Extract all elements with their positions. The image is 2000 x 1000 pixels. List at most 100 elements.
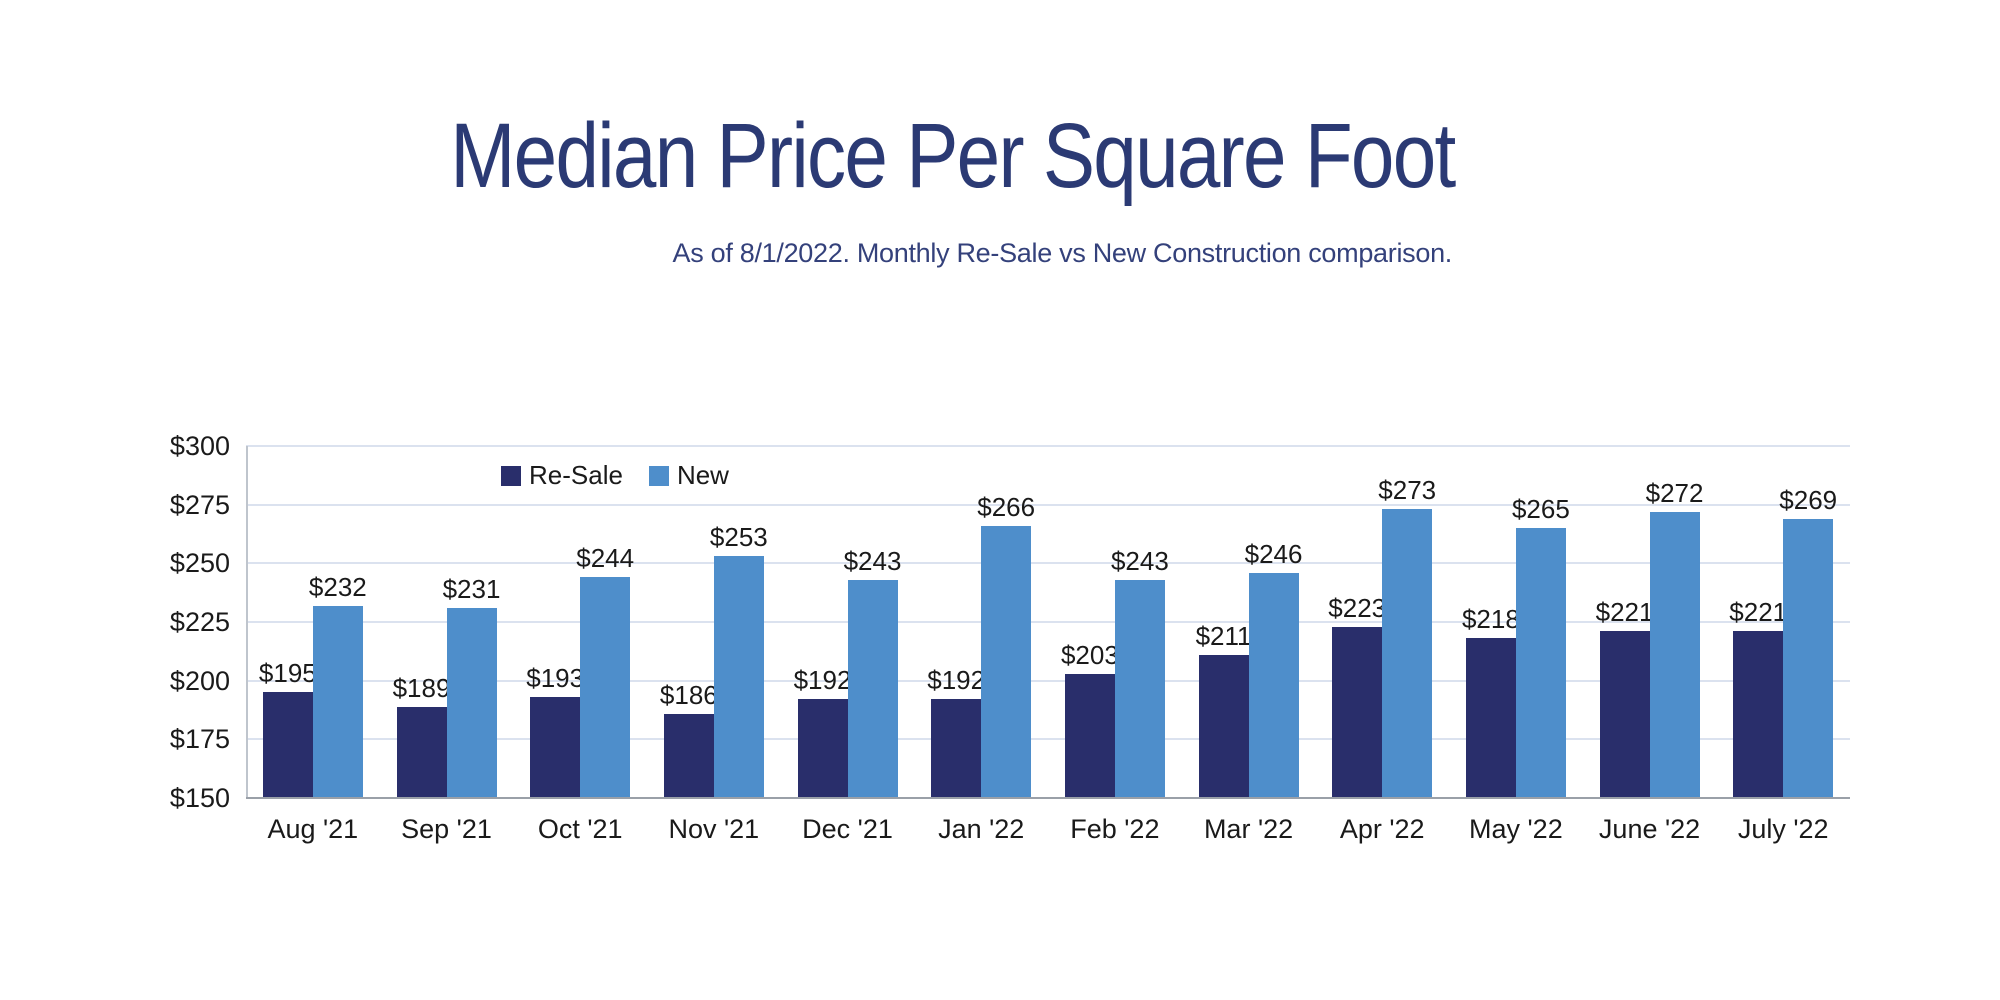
bar-new: $231 [443, 574, 500, 798]
bar-value-label: $218 [1461, 604, 1520, 635]
x-axis-category-label: Oct '21 [537, 814, 623, 844]
bar-value-label: $253 [709, 522, 768, 553]
bar-re-sale: $203 [1061, 640, 1119, 798]
bar-group: $221 $272 June '22 [1583, 446, 1717, 844]
bar-re-sale: $189 [393, 673, 450, 798]
bar-new: $243 [844, 546, 901, 798]
legend-item-new: New [648, 460, 729, 491]
bar-new: $244 [576, 543, 634, 798]
x-axis-category-label: June '22 [1598, 814, 1701, 844]
bar-value-label: $193 [526, 663, 585, 694]
bar-new: $232 [309, 572, 367, 798]
bar-value-label: $195 [258, 658, 317, 689]
y-axis-tick-label: $225 [169, 607, 230, 637]
bar-new: $272 [1646, 478, 1703, 798]
bar-value-label: $221 [1729, 597, 1788, 628]
x-axis-category-label: Nov '21 [668, 814, 760, 844]
bar-re-sale: $221 [1596, 597, 1653, 798]
bar-value-label: $223 [1328, 592, 1387, 623]
x-axis-category-label: Mar '22 [1203, 814, 1294, 844]
y-axis-tick-label: $175 [169, 724, 230, 755]
bar-new: $253 [710, 522, 768, 798]
bar-group: $218 $265 May '22 [1449, 446, 1583, 844]
bar-group: $221 $269 July '22 [1716, 446, 1850, 844]
bar-value-label: $243 [843, 545, 902, 576]
bar-group: $193 $244 Oct '21 [513, 446, 647, 844]
x-axis-category-label: Apr '22 [1339, 814, 1425, 844]
bar-value-label: $221 [1595, 597, 1654, 628]
bar-new: $243 [1111, 546, 1169, 798]
x-axis-baseline [246, 797, 1850, 799]
resale-legend-label: Re-Sale [529, 460, 623, 490]
bar-value-label: $266 [977, 491, 1036, 522]
bar-re-sale: $192 [794, 665, 851, 798]
bar-value-label: $189 [392, 672, 451, 703]
bar-group: $195 $232 Aug '21 [246, 446, 380, 844]
bar-value-label: $231 [442, 573, 501, 604]
x-axis-category-label: July '22 [1737, 814, 1829, 844]
new-legend-label: New [676, 460, 729, 490]
bar-new: $266 [977, 492, 1035, 798]
gridline [246, 679, 1850, 682]
bar-value-label: $273 [1378, 475, 1437, 506]
bar-re-sale: $195 [259, 658, 317, 798]
x-axis-category-label: Dec '21 [802, 814, 893, 844]
y-axis-tick-label: $250 [169, 548, 230, 579]
bar-re-sale: $223 [1328, 593, 1386, 798]
bar-group: $203 $243 Feb '22 [1048, 446, 1182, 844]
gridline [246, 562, 1850, 565]
bar-group: $211 $246 Mar '22 [1182, 446, 1316, 844]
bar-re-sale: $218 [1462, 604, 1520, 798]
resale-legend-swatch [501, 465, 521, 486]
bar-re-sale: $186 [660, 680, 718, 798]
plot-area: $195 $232 Aug '21 $189 $231 Sep '21 $193 $244 Oc… [246, 445, 1850, 844]
legend-item-resale: Re-Sale [501, 460, 623, 491]
gridline [246, 445, 1850, 447]
bar-value-label: $203 [1060, 639, 1119, 670]
bar-new: $269 [1779, 485, 1837, 798]
bar-value-label: $186 [659, 679, 718, 710]
gridline [246, 503, 1850, 506]
x-axis-category-label: Sep '21 [401, 814, 492, 844]
gridline [246, 738, 1850, 741]
bar-value-label: $192 [793, 665, 852, 696]
legend: Re-Sale New [501, 460, 729, 491]
x-axis-category-label: May '22 [1469, 814, 1563, 844]
new-legend-swatch [648, 465, 669, 486]
bar-group: $223 $273 Apr '22 [1315, 446, 1449, 844]
x-axis-category-label: Aug '21 [267, 814, 359, 844]
bar-value-label: $265 [1511, 494, 1570, 525]
bar-value-label: $269 [1779, 484, 1838, 515]
bar-groups: $195 $232 Aug '21 $189 $231 Sep '21 $193 $244 Oc… [246, 446, 1850, 844]
bar-group: $192 $243 Dec '21 [781, 446, 915, 844]
bar-value-label: $246 [1244, 538, 1303, 569]
y-axis: $300 $275 $250 $225 $200 $175 $150 [100, 431, 230, 813]
gridline [246, 621, 1850, 623]
bar-re-sale: $211 [1196, 621, 1251, 798]
bar-value-label: $211 [1195, 620, 1252, 651]
y-axis-tick-label: $200 [169, 665, 230, 696]
bar-new: $246 [1245, 539, 1302, 798]
y-axis-tick-label: $300 [169, 431, 230, 461]
y-axis-tick-label: $275 [169, 489, 230, 520]
bar-new: $265 [1512, 494, 1570, 798]
x-axis-category-label: Feb '22 [1070, 814, 1160, 844]
bar-re-sale: $221 [1729, 597, 1787, 798]
bar-new: $273 [1378, 475, 1436, 798]
bar-value-label: $272 [1645, 477, 1704, 508]
bar-value-label: $192 [927, 665, 986, 696]
y-axis-tick-label: $150 [169, 783, 230, 813]
y-axis-line [246, 446, 248, 798]
bar-re-sale: $193 [526, 663, 584, 798]
bar-re-sale: $192 [927, 665, 985, 798]
bar-group: $189 $231 Sep '21 [380, 446, 514, 844]
bar-value-label: $243 [1110, 545, 1169, 576]
chart-subtitle: As of 8/1/2022. Monthly Re-Sale vs New C… [672, 238, 1453, 268]
bar-value-label: $232 [308, 571, 367, 602]
bar-group: $186 $253 Nov '21 [647, 446, 781, 844]
x-axis-category-label: Jan '22 [938, 814, 1025, 844]
bar-group: $192 $266 Jan '22 [914, 446, 1048, 844]
bar-value-label: $244 [576, 543, 635, 574]
chart-title: Median Price Per Square Foot [450, 105, 1457, 207]
